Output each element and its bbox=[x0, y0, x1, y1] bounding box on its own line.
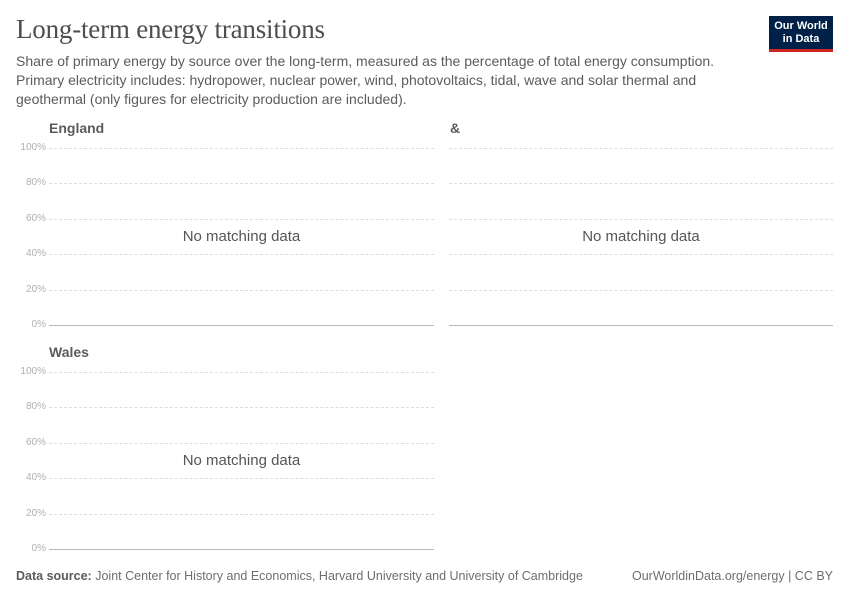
gridline bbox=[49, 372, 434, 373]
no-data-message: No matching data bbox=[182, 451, 301, 469]
gridline bbox=[449, 218, 833, 220]
plot-area: 0% 20% 40% 60% 80% 100% No matching data bbox=[20, 142, 434, 330]
gridline bbox=[49, 254, 434, 256]
y-tick-label: 80% bbox=[25, 177, 46, 189]
panel-england: England 0% 20% 40% 60% 80% 100% No matching da… bbox=[16, 120, 434, 330]
gridline bbox=[49, 478, 434, 480]
y-tick-label: 20% bbox=[25, 507, 46, 519]
no-data-message: No matching data bbox=[582, 227, 700, 245]
y-tick-label: 40% bbox=[25, 472, 46, 484]
gridline bbox=[49, 183, 434, 185]
gridline bbox=[449, 183, 833, 185]
gridline bbox=[49, 148, 434, 149]
gridline bbox=[449, 148, 833, 149]
y-tick-label: 60% bbox=[25, 436, 46, 448]
plot-area: 0% 20% 40% 60% 80% 100% No matching data bbox=[20, 366, 434, 554]
y-tick-label: 0% bbox=[31, 319, 46, 330]
gridline bbox=[449, 254, 833, 256]
footer: Data source: Joint Center for History an… bbox=[16, 569, 833, 583]
gridline bbox=[49, 407, 434, 409]
gridline bbox=[49, 218, 434, 220]
y-tick-label: 60% bbox=[25, 212, 46, 224]
chart-title: Long-term energy transitions bbox=[16, 14, 325, 44]
panel-wales: Wales 0% 20% 40% 60% 80% 100% No matching data bbox=[16, 344, 434, 554]
gridline bbox=[49, 513, 434, 515]
gridline bbox=[49, 442, 434, 444]
x-axis-line bbox=[49, 325, 434, 326]
panel-title: & bbox=[450, 120, 461, 136]
panel-title: Wales bbox=[49, 344, 89, 360]
gridline bbox=[49, 289, 434, 291]
y-tick-label: 100% bbox=[20, 142, 46, 153]
y-tick-label: 80% bbox=[25, 401, 46, 413]
x-axis-line bbox=[449, 325, 833, 326]
panel-ampersand: & No matching data bbox=[449, 120, 833, 330]
chart-subtitle: Share of primary energy by source over t… bbox=[16, 53, 715, 107]
y-tick-label: 40% bbox=[25, 248, 46, 260]
panel-title: England bbox=[49, 120, 105, 136]
y-tick-label: 20% bbox=[25, 283, 46, 295]
source-label: Data source: bbox=[16, 569, 92, 583]
logo-line-1: Our World bbox=[774, 20, 828, 32]
gridline bbox=[449, 289, 833, 291]
y-tick-label: 0% bbox=[31, 543, 46, 554]
y-tick-label: 100% bbox=[20, 366, 46, 377]
no-data-message: No matching data bbox=[182, 227, 301, 245]
source-text: Joint Center for History and Economics, … bbox=[95, 569, 583, 583]
footer-link[interactable]: OurWorldinData.org/energy | CC BY bbox=[631, 569, 833, 583]
x-axis-line bbox=[49, 549, 434, 550]
owid-logo[interactable]: Our World in Data bbox=[769, 16, 833, 52]
logo-line-2: in Data bbox=[782, 32, 820, 45]
plot-area: No matching data bbox=[449, 147, 833, 326]
